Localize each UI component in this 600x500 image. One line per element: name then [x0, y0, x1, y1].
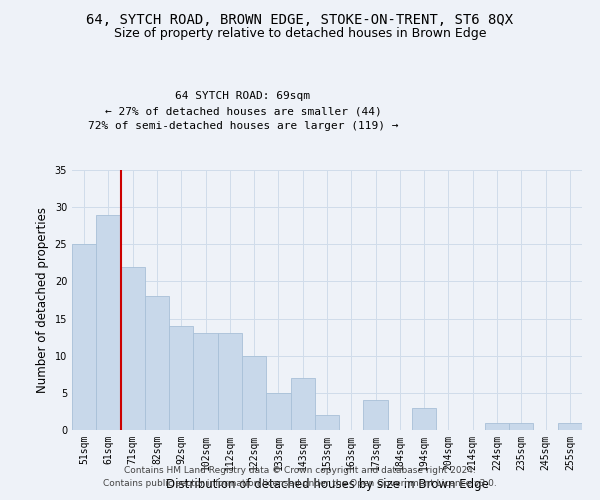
Bar: [509, 422, 533, 430]
Text: 64 SYTCH ROAD: 69sqm
← 27% of detached houses are smaller (44)
72% of semi-detac: 64 SYTCH ROAD: 69sqm ← 27% of detached h…: [88, 92, 398, 131]
Bar: [290, 378, 315, 430]
Text: 64, SYTCH ROAD, BROWN EDGE, STOKE-ON-TRENT, ST6 8QX: 64, SYTCH ROAD, BROWN EDGE, STOKE-ON-TRE…: [86, 12, 514, 26]
Bar: [558, 422, 582, 430]
Bar: [121, 266, 145, 430]
Bar: [72, 244, 96, 430]
Bar: [218, 334, 242, 430]
Bar: [193, 334, 218, 430]
X-axis label: Distribution of detached houses by size in Brown Edge: Distribution of detached houses by size …: [166, 478, 488, 492]
Bar: [412, 408, 436, 430]
Bar: [266, 393, 290, 430]
Bar: [145, 296, 169, 430]
Y-axis label: Number of detached properties: Number of detached properties: [36, 207, 49, 393]
Text: Contains HM Land Registry data © Crown copyright and database right 2024.
Contai: Contains HM Land Registry data © Crown c…: [103, 466, 497, 487]
Bar: [485, 422, 509, 430]
Bar: [315, 415, 339, 430]
Text: Size of property relative to detached houses in Brown Edge: Size of property relative to detached ho…: [114, 28, 486, 40]
Bar: [96, 214, 121, 430]
Bar: [169, 326, 193, 430]
Bar: [242, 356, 266, 430]
Bar: [364, 400, 388, 430]
